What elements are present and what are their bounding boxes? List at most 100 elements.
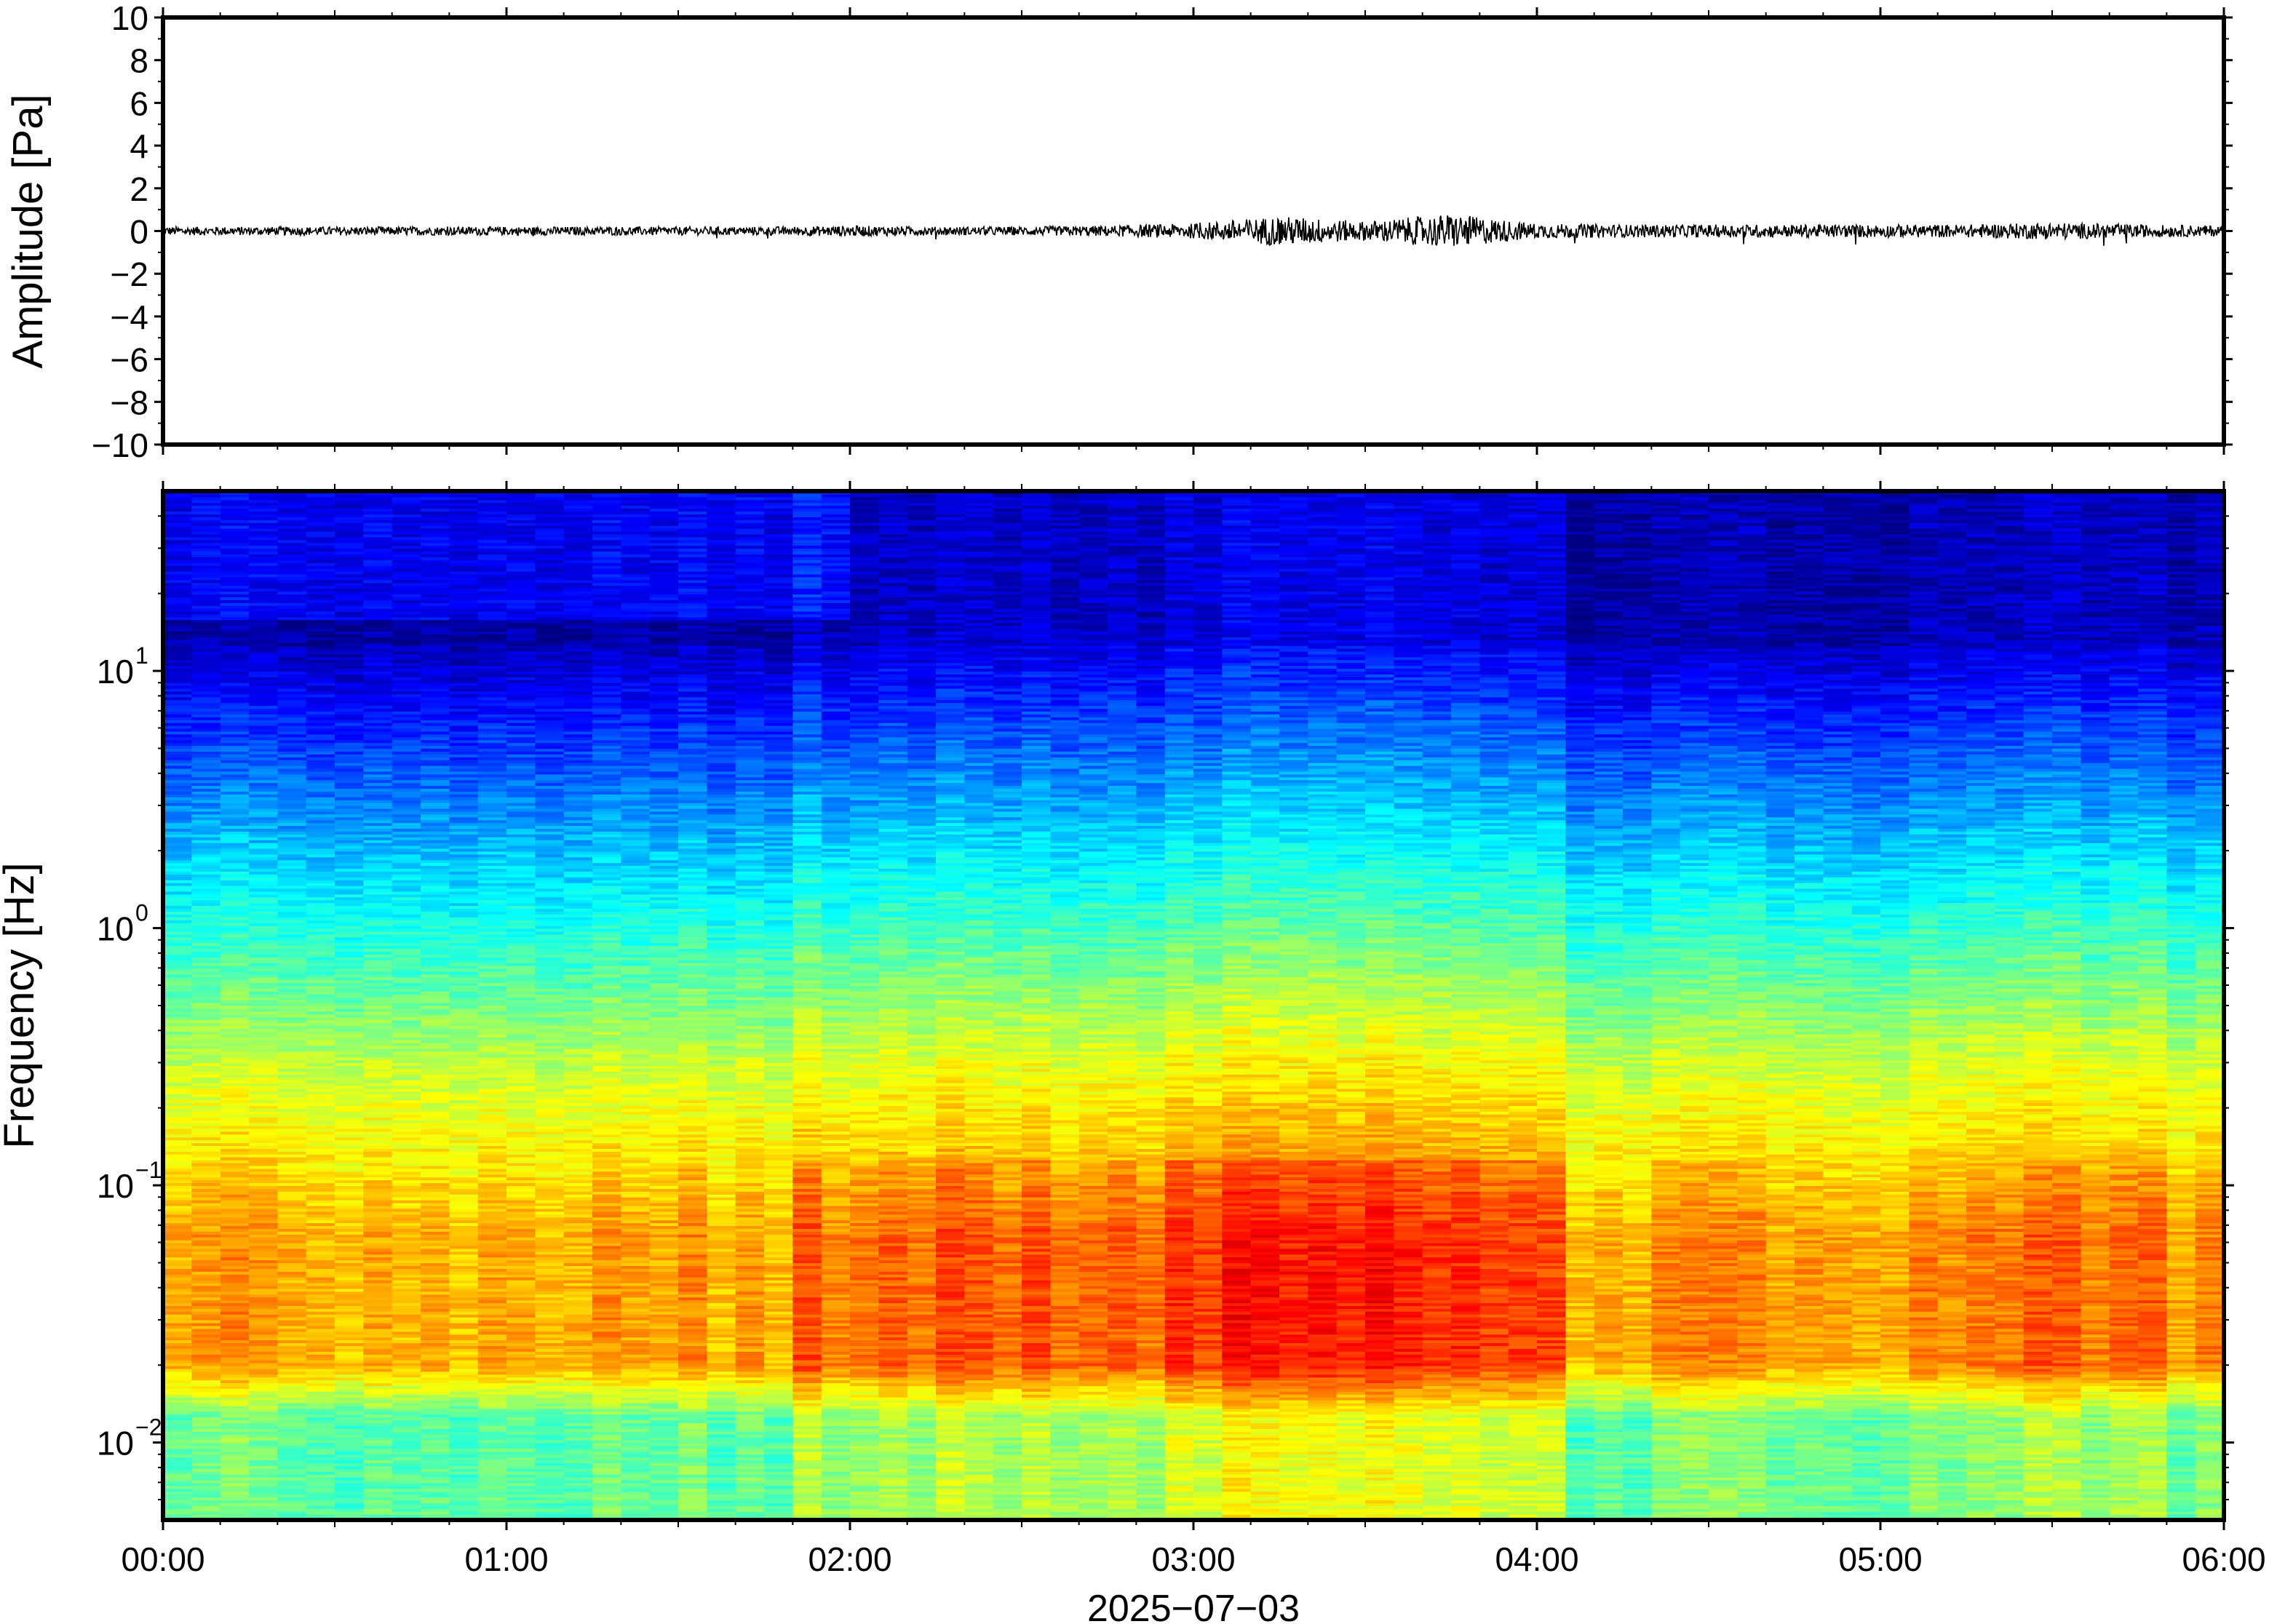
spectrogram-cell [163,1062,192,1067]
spectrogram-cell [163,1160,192,1163]
spectrogram-cell [191,1160,221,1163]
waveform-frame [161,15,2226,447]
spectrogram-cell [306,720,335,723]
spectrogram-cell [277,733,307,738]
spectrogram-cell [477,1425,507,1429]
spectrogram-cell [421,653,450,658]
spectrogram-cell [191,797,221,800]
spectrogram-cell [191,957,221,960]
spectrogram-cell [449,765,479,769]
spectrogram-cell [421,1040,450,1043]
spectrogram-cell [277,1245,307,1249]
spectrogram-cell [392,1508,421,1512]
spectrogram-cell [220,1488,250,1492]
spectrogram-cell [249,625,278,629]
spectrogram-cell [220,1163,250,1166]
spectrogram-cell [392,1237,421,1241]
spectrogram-cell [163,514,192,517]
spectrogram-cell [306,1248,335,1252]
spectrogram-cell [392,531,421,535]
spectrogram-cell [163,957,192,960]
spectrogram-cell [249,1191,278,1195]
spectrogram-cell [335,811,364,815]
spectrogram-cell [449,1511,479,1515]
spectrogram-cell [220,653,250,658]
spectrogram-cell [363,1342,393,1346]
spectrogram-cell [506,1182,536,1186]
spectrogram-cell [477,739,507,744]
spectrogram-cell [449,733,479,738]
spectrogram-cell [191,779,221,784]
spectrogram-cell [163,1142,192,1146]
spectrogram-cell [421,557,450,560]
spectrogram-cell [249,548,278,552]
spectrogram-cell [163,1488,192,1492]
spectrogram-cell [277,905,307,909]
spectrogram-cell [506,542,536,546]
spectrogram-cell [363,736,393,741]
spectrogram-cell [220,1014,250,1018]
spectrogram-cell [477,1497,507,1501]
spectrogram-cell [163,628,192,632]
spectrogram-cell [363,1391,393,1395]
spectrogram-cell [249,699,278,704]
spectrogram-cell [191,979,221,984]
spectrogram-cell [306,877,335,880]
spectrogram-cell [535,1397,565,1401]
spectrogram-cell [220,714,250,717]
spectrogram-cell [477,1142,507,1146]
spectrogram-cell [191,1505,221,1509]
spectrogram-cell [449,1305,479,1309]
spectrogram-cell [306,765,335,769]
spectrogram-cell [277,1105,307,1109]
spectrogram-cell [306,788,335,792]
spectrogram-cell [220,576,250,581]
spectrogram-cell [249,908,278,912]
spectrogram-cell [191,1497,221,1501]
spectrogram-cell [277,760,307,763]
spectrogram-cell [191,1323,221,1326]
spectrogram-cell [535,1420,565,1423]
spectrogram-cell [191,739,221,744]
spectrogram-cell [477,1214,507,1218]
spectrogram-cell [249,917,278,920]
spectrogram-cell [220,1083,250,1086]
spectrogram-cell [506,1231,536,1235]
spectrogram-cell [220,1462,250,1466]
spectrogram-cell [163,1294,192,1298]
spectrogram-cell [249,865,278,869]
spectrogram-cell [363,1014,393,1018]
spectrogram-cell [363,1477,393,1481]
spectrogram-cell [277,725,307,729]
spectrogram-cell [220,1480,250,1484]
spectrogram-cell [363,1037,393,1040]
spectrogram-cell [535,1102,565,1106]
spectrogram-cell [220,768,250,772]
spectrogram-cell [163,966,192,969]
spectrogram-cell [163,608,192,612]
spectrogram-cell [163,1274,192,1278]
spectrogram-cell [191,1259,221,1264]
spectrogram-cell [477,611,507,615]
spectrogram-cell [449,576,479,581]
spectrogram-cell [163,1179,192,1184]
spectrogram-cell [306,648,335,652]
spectrogram-cell [335,1380,364,1383]
spectrogram-cell [392,848,421,852]
spectrogram-cell [335,791,364,795]
spectrogram-cell [220,920,250,923]
spectrogram-cell [506,1094,536,1098]
spectrogram-cell [335,917,364,920]
spectrogram-cell [506,1280,536,1283]
spectrogram-cell [306,1420,335,1423]
spectrogram-cell [449,1228,479,1232]
spectrogram-cell [506,825,536,829]
spectrogram-cell [191,988,221,992]
spectrogram-cell [535,1174,565,1178]
spectrogram-cell [506,811,536,815]
spectrogram-cell [163,1325,192,1329]
spectrogram-cell [421,1417,450,1421]
spectrogram-cell [363,914,393,918]
spectrogram-cell [220,1074,250,1078]
spectrogram-cell [392,797,421,800]
